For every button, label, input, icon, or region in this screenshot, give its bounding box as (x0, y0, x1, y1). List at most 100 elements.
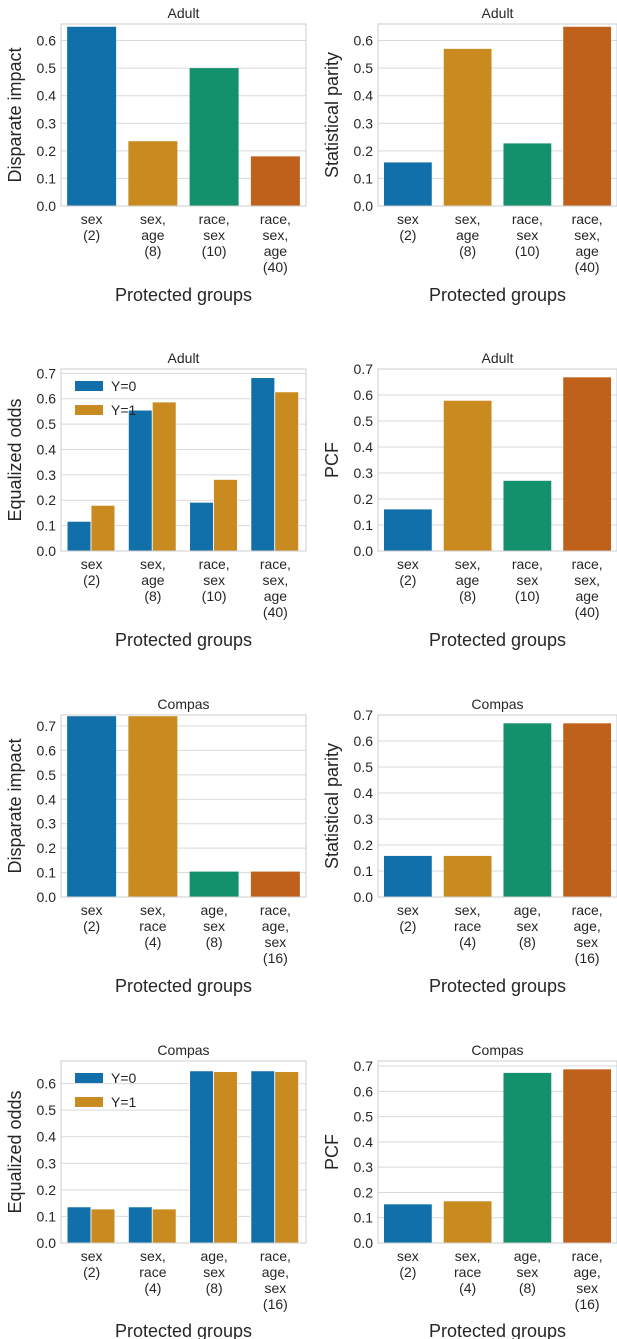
y-axis-label: Disparate impact (5, 47, 25, 182)
y-axis-label: PCF (322, 442, 342, 478)
bar-y-0-2 (127, 409, 153, 552)
y-tick-label: 0.2 (354, 837, 374, 853)
y-tick-label: 0.7 (354, 707, 374, 723)
chart-panel-2: 0.0 0.1 0.2 0.3 0.4 0.5 0.6 sex (2) sex, age (8) rac… (322, 5, 617, 305)
y-tick-label: 0.5 (354, 1109, 374, 1125)
y-tick-label: 0.6 (354, 733, 374, 749)
plot-frame (60, 23, 307, 207)
x-tick-label: sex (2) (397, 902, 419, 934)
y-axis-label: Disparate impact (5, 738, 25, 873)
y-tick-label: 0.6 (354, 1083, 374, 1099)
chart-title: Adult (482, 5, 514, 21)
legend-label-y-0: Y=0 (111, 1070, 137, 1086)
chart-panel-5: 0.0 0.1 0.2 0.3 0.4 0.5 0.6 0.7 sex (2) sex, race (4… (5, 696, 307, 996)
chart-title: Compas (471, 1042, 523, 1058)
x-tick-label: age, sex (8) (201, 1248, 228, 1296)
chart-title: Compas (471, 696, 523, 712)
y-tick-label: 0.4 (37, 441, 57, 457)
chart-panel-7: 0.0 0.1 0.2 0.3 0.4 0.5 0.6 Y=0 Y=1 sex (2) sex, rac… (5, 1042, 307, 1339)
x-tick-label: sex, age (8) (140, 211, 166, 259)
y-tick-label: 0.5 (37, 60, 57, 76)
plot-frame (377, 368, 617, 552)
y-tick-label: 0.6 (37, 1076, 57, 1092)
y-tick-label: 0.2 (37, 492, 57, 508)
chart-title: Compas (157, 1042, 209, 1058)
y-tick-label: 0.0 (37, 198, 57, 214)
plot-frame (60, 1060, 307, 1244)
legend-swatch-y-0 (75, 1073, 103, 1083)
bar-3 (503, 723, 552, 897)
y-tick-label: 0.3 (354, 115, 374, 131)
x-tick-label: sex, race (4) (454, 1248, 481, 1296)
bar-y-1-4 (274, 1071, 300, 1244)
bar-y-0-1 (66, 520, 92, 552)
bar-2 (443, 1201, 492, 1243)
bar-4 (563, 723, 612, 897)
bar-4 (250, 156, 300, 206)
x-tick-label: age, sex (8) (201, 902, 228, 950)
y-tick-label: 0.4 (37, 1129, 57, 1145)
x-tick-label: sex (2) (81, 556, 103, 588)
bar-1 (383, 1204, 432, 1243)
y-tick-label: 0.3 (354, 1159, 374, 1175)
bar-y-1-1 (90, 504, 116, 552)
y-tick-label: 0.7 (37, 365, 57, 381)
x-axis-label: Protected groups (429, 285, 566, 305)
y-axis-label: Equalized odds (5, 1090, 25, 1213)
chart-title: Adult (168, 350, 200, 366)
chart-panel-3: 0.0 0.1 0.2 0.3 0.4 0.5 0.6 0.7 Y=0 Y=1 sex (2) sex,… (5, 350, 307, 650)
plot-frame (60, 714, 307, 898)
y-tick-label: 0.1 (354, 517, 374, 533)
x-tick-label: race, age, sex (16) (260, 902, 291, 966)
y-tick-label: 0.2 (37, 1182, 57, 1198)
bar-3 (503, 143, 552, 206)
x-tick-label: race, sex (10) (512, 211, 543, 259)
x-tick-label: sex, age (8) (455, 211, 481, 259)
bar-1 (67, 716, 117, 897)
x-axis-label: Protected groups (429, 630, 566, 650)
x-tick-label: sex (2) (397, 556, 419, 588)
y-tick-label: 0.4 (354, 785, 374, 801)
x-tick-label: age, sex (8) (514, 1248, 541, 1296)
plot-frame (377, 714, 617, 898)
bar-y-0-4 (250, 377, 276, 552)
y-tick-label: 0.3 (37, 816, 57, 832)
bar-2 (128, 716, 178, 897)
y-tick-label: 0.5 (37, 1102, 57, 1118)
bar-y-1-2 (151, 401, 177, 552)
bar-4 (563, 377, 612, 551)
x-tick-label: age, sex (8) (514, 902, 541, 950)
bar-2 (443, 400, 492, 551)
legend-swatch-y-1 (75, 1097, 103, 1107)
y-tick-label: 0.4 (354, 1134, 374, 1150)
x-tick-label: race, sex (10) (199, 556, 230, 604)
y-tick-label: 0.5 (354, 60, 374, 76)
y-tick-label: 0.6 (37, 742, 57, 758)
y-tick-label: 0.6 (37, 33, 57, 49)
bar-4 (563, 1069, 612, 1243)
chart-panel-8: 0.0 0.1 0.2 0.3 0.4 0.5 0.6 0.7 sex (2) sex, race (4… (322, 1042, 617, 1339)
plot-frame (377, 1060, 617, 1244)
y-tick-label: 0.5 (37, 416, 57, 432)
y-tick-label: 0.4 (37, 88, 57, 104)
y-axis-label: Statistical parity (322, 743, 342, 869)
y-tick-label: 0.4 (37, 791, 57, 807)
bar-y-1-3 (213, 479, 238, 552)
x-tick-label: sex (2) (81, 211, 103, 243)
x-tick-label: sex (2) (397, 1248, 419, 1280)
x-tick-label: race, sex (10) (512, 556, 543, 604)
y-tick-label: 0.3 (37, 1155, 57, 1171)
bar-y-0-4 (250, 1070, 276, 1244)
y-tick-label: 0.5 (354, 759, 374, 775)
y-tick-label: 0.4 (354, 439, 374, 455)
y-tick-label: 0.7 (37, 718, 57, 734)
y-tick-label: 0.1 (354, 1210, 374, 1226)
bar-y-1-1 (90, 1208, 116, 1244)
y-tick-label: 0.2 (354, 1184, 374, 1200)
legend-label-y-0: Y=0 (111, 378, 137, 394)
legend-label-y-1: Y=1 (111, 1094, 137, 1110)
y-tick-label: 0.1 (37, 170, 57, 186)
x-axis-label: Protected groups (115, 1321, 252, 1339)
x-axis-label: Protected groups (115, 976, 252, 996)
